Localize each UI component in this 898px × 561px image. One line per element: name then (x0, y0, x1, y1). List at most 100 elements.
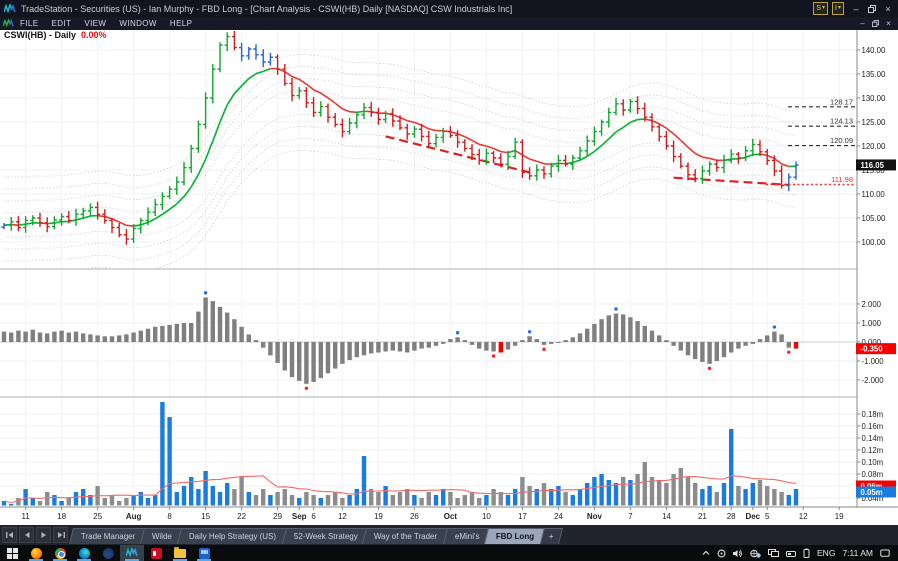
quick-access-s-button[interactable]: S ▾ (813, 2, 829, 15)
blue-app-icon (198, 547, 210, 559)
windows-taskbar: ENG 7:11 AM (0, 545, 898, 561)
svg-text:130.00: 130.00 (862, 94, 887, 103)
tab-fbd-long[interactable]: FBD Long (484, 527, 547, 544)
svg-text:120.09: 120.09 (830, 136, 853, 145)
indicator-panel[interactable] (0, 291, 857, 390)
date-axis[interactable] (0, 507, 898, 525)
taskbar-file-explorer[interactable] (168, 545, 192, 561)
minimize-button[interactable]: – (853, 3, 859, 14)
workspace-tabs: Trade Manager Wilde Daily Help Strategy … (69, 527, 563, 544)
menu-window[interactable]: WINDOW (119, 19, 157, 28)
chart-analysis-window[interactable]: CSWI(HB) - Daily 0.00% 128.17 124.13 120.09… (0, 30, 898, 525)
svg-text:5: 5 (765, 512, 770, 521)
child-close-button[interactable]: × (886, 19, 891, 28)
svg-text:Sep: Sep (292, 512, 307, 521)
svg-text:11: 11 (21, 512, 30, 521)
child-restore-button[interactable] (869, 18, 882, 29)
quick-access-i-button[interactable]: I ▾ (832, 2, 844, 15)
tab-52-week-strategy[interactable]: 52-Week Strategy (281, 527, 370, 544)
symbol-interval-label: CSWI(HB) - Daily (4, 30, 76, 40)
taskbar-chrome[interactable] (48, 545, 72, 561)
language-indicator[interactable]: ENG (817, 548, 836, 558)
svg-text:0.16m: 0.16m (862, 422, 884, 431)
network-icon[interactable] (750, 549, 761, 558)
svg-text:Oct: Oct (444, 512, 458, 521)
menu-bar: FILE EDIT VIEW WINDOW HELP – × (0, 17, 898, 30)
tab-daily-help-strategy[interactable]: Daily Help Strategy (US) (177, 527, 289, 544)
svg-text:124.13: 124.13 (830, 117, 853, 126)
taskbar-red-app[interactable] (144, 545, 168, 561)
next-workspace-button[interactable] (36, 527, 51, 543)
price-axis[interactable] (857, 30, 898, 507)
price-panel[interactable] (1, 31, 799, 273)
chevron-down-icon: ▾ (822, 5, 826, 11)
svg-text:-2.000: -2.000 (862, 376, 885, 385)
axis-badge (856, 343, 896, 355)
edge-icon (78, 547, 90, 559)
chart-canvas[interactable]: 128.17 124.13 120.09 111.98 140.00 135.00 130.… (0, 30, 898, 525)
svg-text:-0.350: -0.350 (861, 345, 884, 354)
taskbar-wave-app[interactable] (96, 545, 120, 561)
last-workspace-button[interactable] (53, 527, 68, 543)
tab-way-of-the-trader[interactable]: Way of the Trader (362, 527, 450, 544)
tradestation-icon (126, 548, 138, 558)
menu-help[interactable]: HELP (169, 19, 193, 28)
svg-text:12: 12 (338, 512, 347, 521)
svg-text:15: 15 (201, 512, 210, 521)
workspace-tab-bar: Trade Manager Wilde Daily Help Strategy … (0, 525, 898, 545)
red-app-icon (150, 547, 162, 559)
child-minimize-button[interactable]: – (860, 19, 865, 28)
svg-text:100.00: 100.00 (862, 238, 887, 247)
svg-text:19: 19 (374, 512, 383, 521)
volume-panel[interactable] (1, 402, 799, 506)
file-explorer-icon (174, 546, 186, 558)
menu-file[interactable]: FILE (20, 19, 39, 28)
svg-text:0.04m: 0.04m (862, 494, 884, 503)
svg-text:0.05m: 0.05m (861, 488, 883, 497)
quick-access-s-label: S (816, 5, 822, 12)
storage-icon[interactable] (786, 549, 797, 558)
svg-text:120.00: 120.00 (862, 142, 887, 151)
svg-text:116.05: 116.05 (861, 161, 885, 170)
menu-view[interactable]: VIEW (84, 19, 107, 28)
restore-icon (868, 4, 876, 13)
taskbar-tradestation[interactable] (120, 545, 144, 561)
start-button[interactable] (0, 545, 24, 561)
previous-workspace-button[interactable] (19, 527, 34, 543)
add-workspace-button[interactable]: + (539, 527, 563, 544)
clock[interactable]: 7:11 AM (842, 548, 873, 558)
svg-text:2.000: 2.000 (862, 300, 882, 309)
restore-button[interactable] (864, 2, 880, 15)
axis-badge (856, 486, 896, 498)
svg-text:14: 14 (662, 512, 671, 521)
svg-text:7: 7 (628, 512, 633, 521)
svg-text:111.98: 111.98 (831, 175, 853, 184)
chevron-down-icon: ▾ (837, 5, 841, 11)
svg-text:1.000: 1.000 (862, 319, 882, 328)
svg-text:12: 12 (799, 512, 808, 521)
close-button[interactable]: × (885, 3, 891, 14)
volume-icon[interactable] (733, 549, 743, 558)
svg-text:18: 18 (57, 512, 66, 521)
svg-text:28: 28 (727, 512, 736, 521)
svg-text:0.18m: 0.18m (862, 410, 884, 419)
display-icon[interactable] (768, 548, 780, 558)
tray-chevron-icon[interactable] (702, 550, 710, 556)
taskbar-blue-app[interactable] (192, 545, 216, 561)
tab-trade-manager[interactable]: Trade Manager (69, 527, 148, 544)
svg-text:Nov: Nov (587, 512, 603, 521)
svg-text:Dec: Dec (745, 512, 760, 521)
menu-edit[interactable]: EDIT (51, 19, 72, 28)
taskbar-firefox[interactable] (24, 545, 48, 561)
notification-icon[interactable] (880, 549, 890, 558)
windows-start-icon (6, 547, 18, 559)
axis-badge (856, 480, 896, 492)
taskbar-edge[interactable] (72, 545, 96, 561)
tray-app-icon[interactable] (717, 549, 726, 558)
battery-icon[interactable] (803, 548, 810, 558)
first-workspace-button[interactable] (2, 527, 17, 543)
svg-text:125.00: 125.00 (862, 118, 887, 127)
axis-badge (856, 159, 896, 171)
system-tray: ENG 7:11 AM (702, 548, 898, 558)
svg-text:8: 8 (167, 512, 172, 521)
